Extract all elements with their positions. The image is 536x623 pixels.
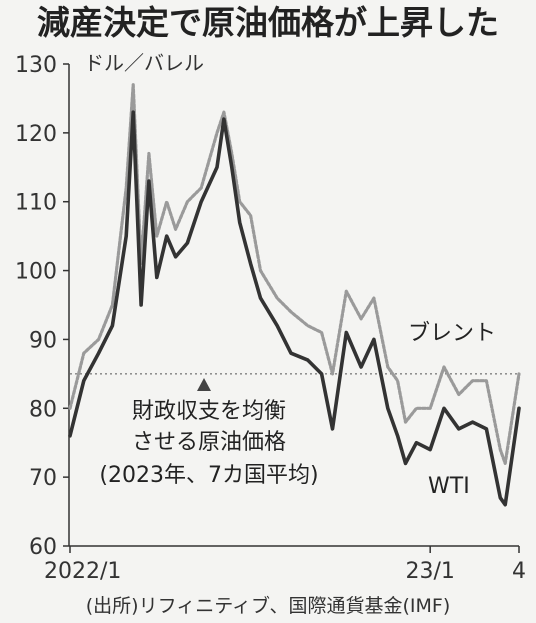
x-tick-label: 23/1: [405, 559, 454, 584]
reference-label-line-3: (2023年、7カ国平均): [99, 463, 318, 488]
series-line-wti: [68, 110, 521, 507]
y-tick-label: 130: [15, 53, 57, 78]
series-line-brent: [68, 83, 521, 465]
source-note: (出所)リフィニティブ、国際通貨基金(IMF): [86, 594, 451, 617]
x-tick-label: 2022/1: [44, 559, 121, 584]
reference-label-line-2: させる原油価格: [132, 430, 286, 455]
y-tick-label: 80: [29, 397, 57, 422]
reference-marker: [197, 378, 211, 391]
y-tick-label: 70: [29, 466, 57, 491]
series-label-brent: ブレント: [408, 321, 496, 346]
series-label-wti: WTI: [428, 474, 470, 499]
y-tick-label: 120: [15, 122, 57, 147]
y-tick-label: 90: [29, 328, 57, 353]
x-tick-label: 4: [512, 559, 526, 584]
reference-label-line-1: 財政収支を均衡: [132, 399, 286, 424]
y-tick-label: 100: [15, 260, 57, 285]
y-axis-ticks: 130 120 110 100 90 80 70 60: [15, 53, 69, 560]
unit-label: ドル／バレル: [84, 51, 204, 75]
y-tick-label: 60: [29, 535, 57, 560]
x-axis-ticks: 2022/1 23/1 4: [44, 546, 526, 584]
y-tick-label: 110: [15, 191, 57, 216]
series-layer: [68, 83, 521, 507]
chart-title: 減産決定で原油価格が上昇した: [37, 3, 499, 42]
